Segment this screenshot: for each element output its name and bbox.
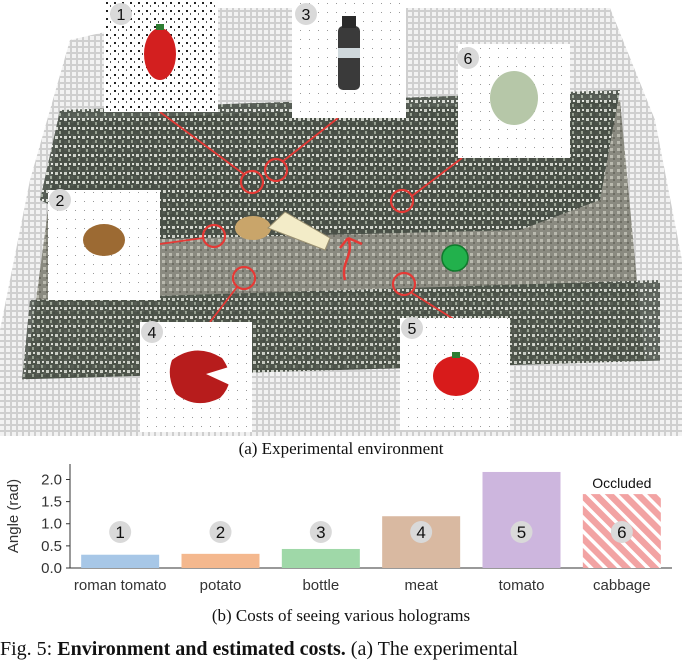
goal-marker-icon	[441, 244, 469, 272]
cheese-object	[267, 211, 331, 251]
bar-potato	[181, 553, 260, 568]
y-tick-label: 0.5	[41, 538, 62, 555]
bar-number-badge	[510, 521, 533, 543]
occluded-annotation: Occluded	[592, 475, 651, 491]
bar-number-badge	[109, 521, 132, 543]
inset-number: 6	[464, 51, 473, 68]
hologram-inset-6: 6	[457, 44, 570, 158]
bar-number-badge	[410, 521, 433, 543]
bar-number-badge	[309, 521, 332, 543]
inset-number: 1	[117, 7, 126, 24]
bar-number-badge	[209, 521, 232, 543]
bar-roman-tomato	[81, 554, 160, 568]
hologram-inset-2: 2	[48, 189, 160, 300]
y-tick-label: 2.0	[41, 471, 62, 488]
y-tick-label: 1.5	[41, 494, 62, 511]
robot-axis-icon	[339, 236, 363, 281]
x-tick-label: cabbage	[593, 577, 651, 594]
bar-number-label: 4	[416, 523, 425, 542]
bar-number-label: 6	[617, 523, 626, 542]
x-tick-label: tomato	[499, 577, 545, 594]
y-tick-label: 1.0	[41, 516, 62, 533]
hologram-inset-5: 5	[400, 317, 510, 430]
x-tick-label: potato	[200, 577, 242, 594]
y-tick-label: 0.0	[41, 560, 62, 577]
environment-scene: 1 3 6 2 4 5	[0, 0, 682, 436]
inset-number: 2	[56, 193, 65, 210]
leader-lines	[159, 111, 463, 323]
figure-label: Fig. 5:	[0, 638, 53, 660]
figure-caption-text: (a) The experimental	[350, 638, 519, 660]
inset-number: 4	[148, 325, 157, 342]
x-tick-label: roman tomato	[74, 577, 167, 594]
bar-number-label: 3	[316, 523, 325, 542]
potato-object	[235, 216, 271, 240]
bar-number-label: 1	[115, 523, 124, 542]
bar-number-label: 5	[517, 523, 526, 542]
inset-number: 3	[302, 7, 311, 24]
hologram-inset-3: 3	[292, 2, 406, 118]
subfigure-caption-a: (a) Experimental environment	[238, 439, 444, 458]
x-tick-label: meat	[404, 577, 438, 594]
subfigure-caption-b: (b) Costs of seeing various holograms	[211, 606, 471, 625]
figure-title: Environment and estimated costs.	[57, 638, 346, 660]
object-markers	[201, 157, 417, 297]
hologram-inset-4: 4	[140, 321, 252, 432]
inset-number: 5	[408, 321, 417, 338]
hologram-inset-1: 1	[104, 2, 218, 112]
figure-caption: Fig. 5: Environment and estimated costs.…	[0, 638, 682, 661]
x-tick-label: bottle	[302, 577, 339, 594]
bar-number-label: 2	[216, 523, 225, 542]
y-axis-label: Angle (rad)	[5, 479, 22, 553]
cost-bar-chart: 0.0 0.5 1.0 1.5 2.0 Angle (rad) 1 roman tomato…	[5, 464, 672, 594]
bar-number-badge	[610, 521, 633, 543]
bar-bottle	[281, 548, 360, 568]
bar-tomato	[482, 471, 561, 568]
